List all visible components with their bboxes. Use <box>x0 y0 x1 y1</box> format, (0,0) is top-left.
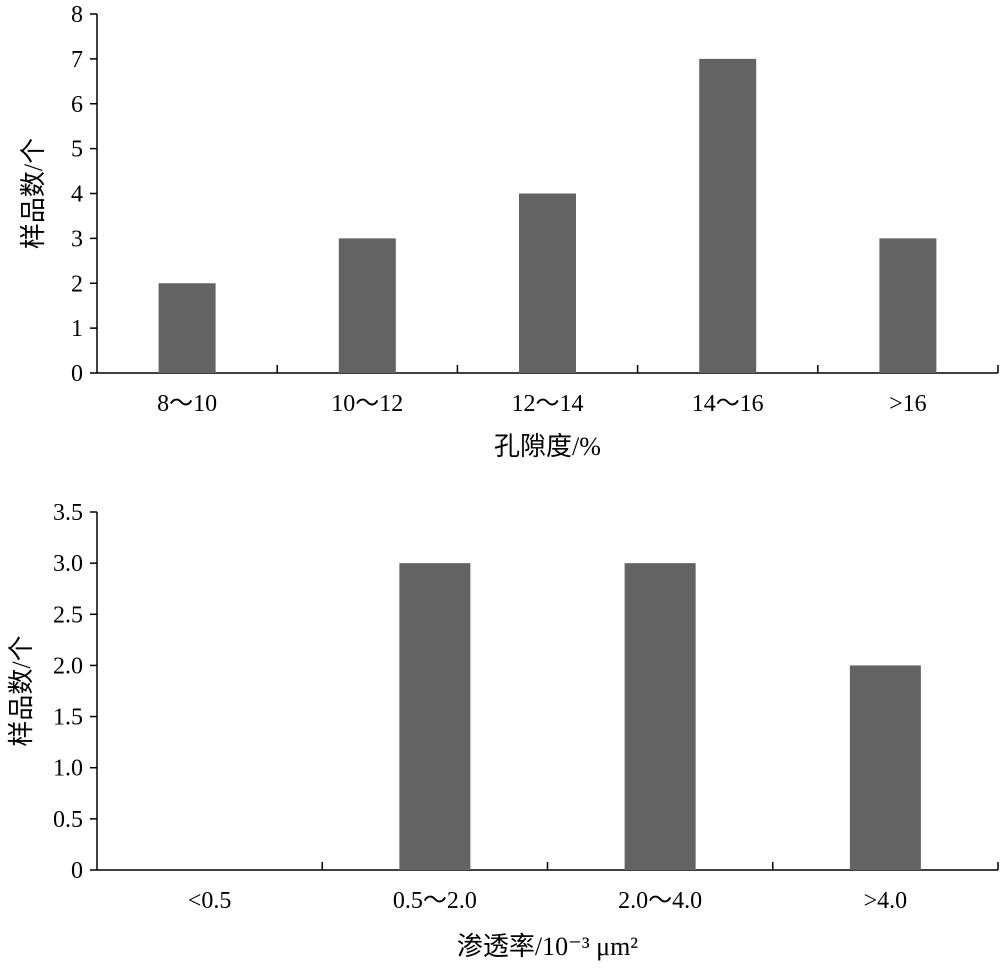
porosity-y-tick-label: 6 <box>71 92 83 118</box>
permeability-y-tick-label: 2.0 <box>53 653 83 679</box>
porosity-bar-2 <box>519 193 576 373</box>
porosity-y-tick-label: 5 <box>71 137 83 163</box>
porosity-bar-3 <box>699 58 757 373</box>
permeability-y-tick-label: 3.5 <box>53 500 83 526</box>
porosity-y-axis-label: 样品数/个 <box>19 138 48 249</box>
porosity-y-tick-label: 7 <box>71 47 83 73</box>
permeability-y-tick-label: 1.0 <box>53 756 83 782</box>
porosity-chart: 0 1 2 3 4 5 6 7 8 8～10 10～12 12～14 14～16 >16 孔隙度/% 样品数/… <box>19 2 999 461</box>
porosity-y-tick-label: 2 <box>71 271 83 297</box>
porosity-bar-1 <box>338 238 396 373</box>
permeability-y-tick-label: 2.5 <box>53 602 83 628</box>
porosity-bar-0 <box>158 283 216 373</box>
permeability-bar-2 <box>624 563 696 870</box>
porosity-y-tick-label: 1 <box>71 316 83 342</box>
permeability-chart: 0 0.5 1.0 1.5 2.0 2.5 3.0 3.5 <0.5 0.5～2.0 2.0～4.0… <box>7 500 999 961</box>
permeability-x-tick-label: 0.5～2.0 <box>393 888 477 914</box>
porosity-x-tick-label: >16 <box>889 391 927 417</box>
porosity-x-tick-label: 14～16 <box>692 391 764 417</box>
permeability-bar-1 <box>399 563 471 870</box>
porosity-x-tick-label: 8～10 <box>157 391 217 417</box>
permeability-x-axis-label: 渗透率/10⁻³ μm² <box>457 932 638 961</box>
permeability-bar-3 <box>849 665 921 870</box>
porosity-y-tick-label: 3 <box>71 226 83 252</box>
porosity-y-tick-label: 0 <box>71 361 83 387</box>
porosity-x-tick-label: 10～12 <box>331 391 403 417</box>
permeability-y-tick-label: 1.5 <box>53 705 83 731</box>
porosity-x-axis-label: 孔隙度/% <box>494 432 601 461</box>
permeability-y-tick-label: 0 <box>71 858 83 884</box>
porosity-bar-4 <box>879 238 937 373</box>
permeability-y-axis-label: 样品数/个 <box>7 635 36 746</box>
porosity-x-tick-label: 12～14 <box>512 391 584 417</box>
permeability-y-tick-label: 0.5 <box>53 807 83 833</box>
permeability-x-tick-label: >4.0 <box>864 888 908 914</box>
porosity-y-tick-label: 8 <box>71 2 83 28</box>
permeability-x-tick-label: <0.5 <box>188 888 232 914</box>
permeability-x-tick-label: 2.0～4.0 <box>618 888 702 914</box>
porosity-y-tick-label: 4 <box>71 182 83 208</box>
permeability-y-tick-label: 3.0 <box>53 551 83 577</box>
